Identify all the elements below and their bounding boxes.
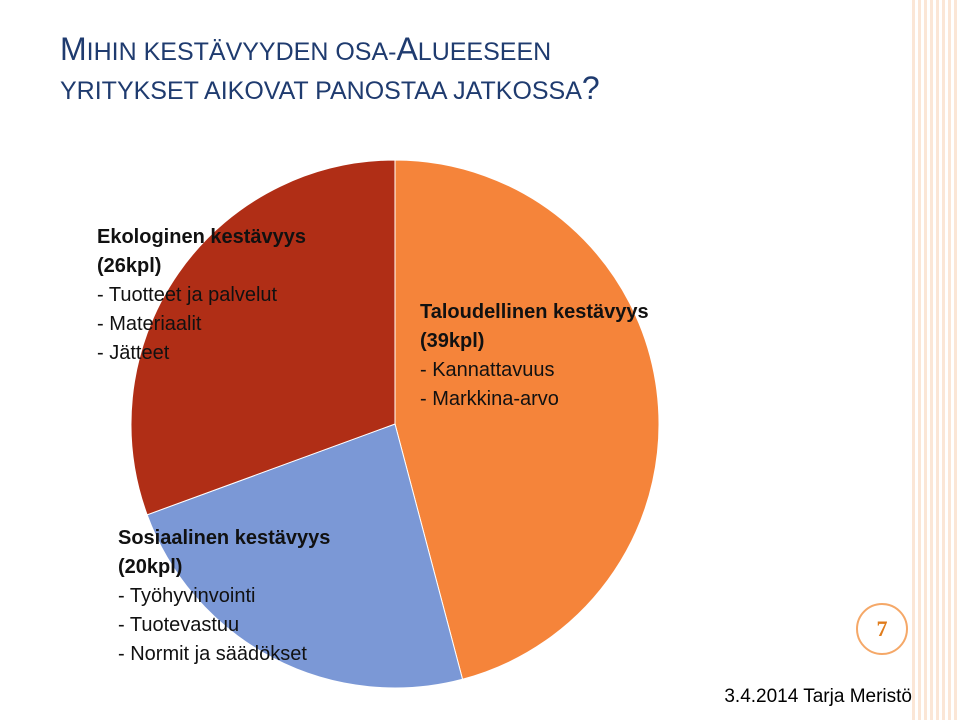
pie-slice-2 [130,159,396,516]
pie-slice-0 [394,159,660,680]
slide-title: MIHIN KESTÄVYYDEN OSA-ALUEESEEN YRITYKSE… [60,31,600,107]
slice-label-taloudellinen: Taloudellinen kestävyys (39kpl) - Kannat… [420,301,649,410]
decorative-stripes [912,0,960,720]
page-number-badge: 7 [856,603,908,655]
slice-label-sosiaalinen: Sosiaalinen kestävyys (20kpl) - Työhyvin… [118,527,331,665]
pie-slice-1 [146,423,464,689]
footer-date-author: 3.4.2014 Tarja Meristö [724,686,912,707]
slice-label-ekologinen: Ekologinen kestävyys (26kpl) - Tuotteet … [97,226,306,364]
